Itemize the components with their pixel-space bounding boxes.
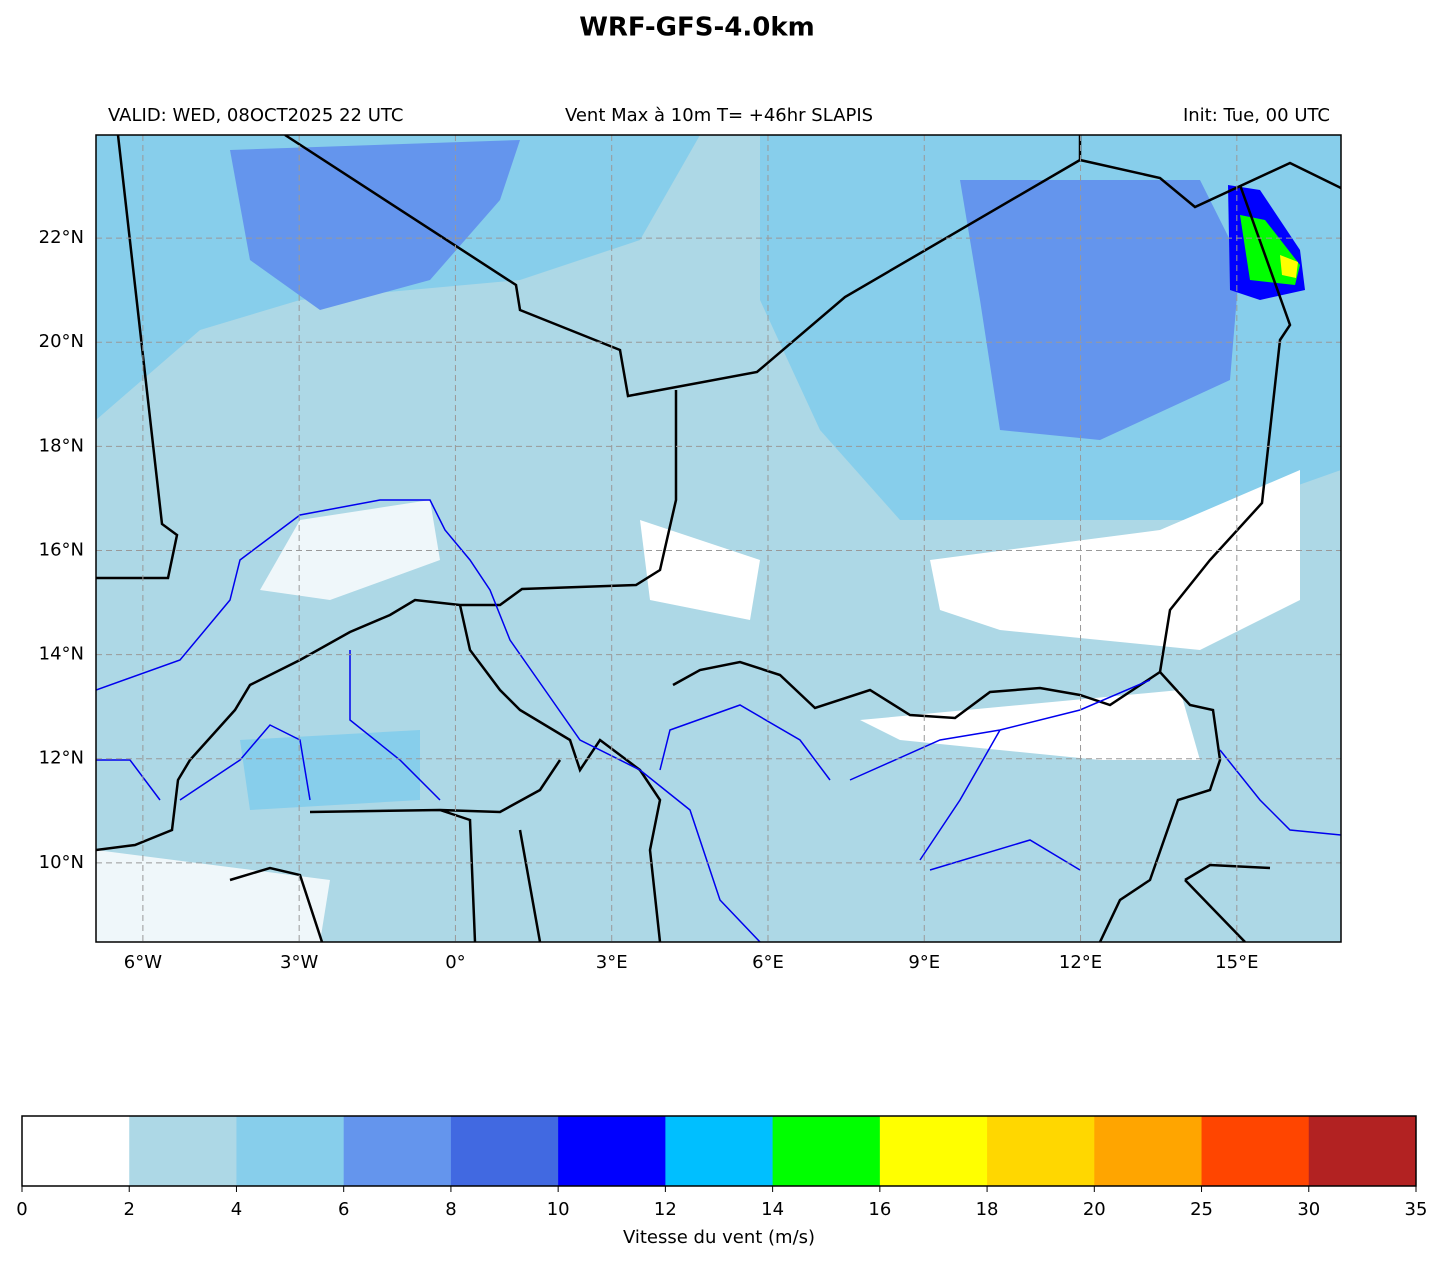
colorbar-tick-label: 12	[654, 1199, 677, 1220]
colorbar-tick-label: 14	[761, 1199, 784, 1220]
x-tick-label: 6°E	[752, 952, 784, 973]
colorbar-tick-label: 18	[976, 1199, 999, 1220]
border	[458, 604, 662, 942]
colorbar-bin	[1308, 1116, 1417, 1186]
valid-time: VALID: WED, 08OCT2025 22 UTC	[108, 105, 403, 126]
colorbar-frame	[21, 1115, 1417, 1187]
river	[96, 650, 441, 801]
colorbar-bin	[129, 1116, 237, 1186]
colorbar-bin	[558, 1116, 666, 1186]
colorbar-tick-label: 16	[868, 1199, 891, 1220]
colorbar-bin	[665, 1116, 774, 1186]
colorbar-bin	[343, 1116, 452, 1186]
border	[1158, 184, 1292, 673]
colorbar-label: Vitesse du vent (m/s)	[623, 1227, 815, 1248]
x-tick-label: 0°	[445, 952, 465, 973]
field-region	[96, 850, 330, 942]
y-tick-label: 20°N	[39, 331, 84, 352]
colorbar-bin	[987, 1116, 1095, 1186]
map-frame	[95, 134, 1342, 943]
x-tick-label: 15°E	[1215, 952, 1258, 973]
x-tick-label: 12°E	[1059, 952, 1102, 973]
colorbar-bin	[772, 1116, 881, 1186]
x-tick-label: 3°E	[596, 952, 628, 973]
colorbar-tick-label: 4	[231, 1199, 242, 1220]
y-tick-label: 16°N	[39, 539, 84, 560]
colorbar-bin	[236, 1116, 345, 1186]
y-tick-label: 12°N	[39, 748, 84, 769]
field-region	[240, 730, 420, 810]
x-tick-label: 6°W	[124, 952, 162, 973]
grid	[96, 135, 1341, 942]
colorbar-tick-label: 10	[547, 1199, 570, 1220]
subtitle: Vent Max à 10m T= +46hr SLAPIS	[565, 105, 873, 126]
field-region	[230, 140, 520, 310]
y-tick-label: 22°N	[39, 227, 84, 248]
field-region	[930, 470, 1300, 650]
colorbar-tick-label: 0	[16, 1199, 27, 1220]
y-tick-label: 14°N	[39, 644, 84, 665]
title: WRF-GFS-4.0km	[579, 13, 815, 43]
field-region	[860, 690, 1200, 760]
colorbar-bin	[1094, 1116, 1203, 1186]
river	[919, 729, 1341, 871]
border	[309, 759, 562, 942]
colorbar-bin	[879, 1116, 988, 1186]
colorbar-bin	[450, 1116, 559, 1186]
border	[96, 390, 678, 852]
colorbar-tick-label: 2	[124, 1199, 135, 1220]
colorbar-tick-label: 6	[338, 1199, 349, 1220]
colorbar-tick-label: 30	[1297, 1199, 1320, 1220]
river	[96, 499, 761, 942]
border	[284, 135, 1341, 398]
colorbar-tick-label: 25	[1190, 1199, 1213, 1220]
colorbar-tick-label: 20	[1083, 1199, 1106, 1220]
colorbar-bin	[22, 1116, 130, 1186]
field-region	[1280, 255, 1298, 278]
x-tick-label: 9°E	[908, 952, 940, 973]
field-region	[960, 180, 1240, 440]
border	[96, 135, 179, 580]
y-tick-label: 10°N	[39, 852, 84, 873]
colorbar-tick-label: 35	[1405, 1199, 1428, 1220]
colorbar-bin	[1201, 1116, 1310, 1186]
border	[672, 660, 1222, 942]
field-region	[640, 520, 760, 620]
init-time: Init: Tue, 00 UTC	[1183, 105, 1330, 126]
map-field	[96, 135, 1341, 942]
colorbar: 0 2 4 6 8 10 12 14 16 18 20 25 30 35	[16, 1115, 1428, 1220]
border	[229, 863, 1271, 942]
colorbar-tick-label: 8	[445, 1199, 456, 1220]
y-tick-label: 18°N	[39, 435, 84, 456]
x-tick-label: 3°W	[280, 952, 318, 973]
